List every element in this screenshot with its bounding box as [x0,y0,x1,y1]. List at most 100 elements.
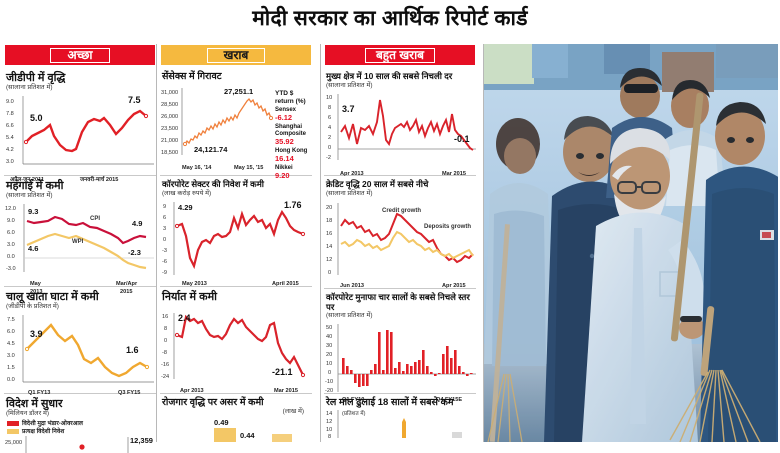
svg-text:-3.0: -3.0 [6,266,16,272]
profit-x-left: Q1 FY10 [342,397,364,403]
legend-label-fdi: प्रत्यक्ष विदेशी निवेश [22,429,65,435]
svg-text:-10: -10 [325,379,333,385]
chart-corpinv-subtitle: (लाख करोड़ रुपये में) [162,189,212,197]
svg-text:30: 30 [326,343,332,349]
svg-text:50: 50 [326,325,332,331]
legend-row-fdi: प्रत्यक्ष विदेशी निवेश [7,427,156,435]
column-verybad: बहुत खराब मुख्य क्षेत्र में 10 साल की सब… [322,44,478,444]
chart-forex-legend: विदेशी मुद्रा भंडार-ओवरआल प्रत्यक्ष विदे… [4,418,156,435]
ytd-value-hongkong: 16.14 [275,154,294,163]
core-start-value: 3.7 [342,104,355,114]
gdp-end-value: 7.5 [128,95,141,105]
cpi-start-value: 9.3 [28,207,38,216]
svg-text:12: 12 [326,419,332,425]
divider-col3-photo [483,44,484,442]
chart-forex-plot: 25,000 12,359 [4,435,156,453]
corpinv-x-right: April 2015 [272,281,299,287]
column-good: अच्छा जीडीपी में वृद्धि (सालाना प्रतिशत … [2,44,158,453]
svg-text:4.2: 4.2 [6,147,14,153]
sensex-low-value: 24,121.74 [194,145,228,154]
chart-gdp-growth: जीडीपी में वृद्धि (सालाना प्रतिशत में) 9… [4,70,156,183]
profit-x-right: Q4 FY15E [436,397,462,403]
svg-text:3.0: 3.0 [6,159,14,165]
ytd-return-panel: YTD $ return (%) Sensex -6.12 Shanghai C… [275,90,311,180]
svg-text:10: 10 [326,95,332,101]
svg-text:9.0: 9.0 [6,99,14,105]
series-label-deposits-growth: Deposits growth [424,224,471,230]
svg-text:-3: -3 [162,248,167,254]
svg-text:0: 0 [163,237,166,243]
svg-text:0: 0 [328,270,331,276]
svg-text:4.5: 4.5 [7,341,15,347]
series-label-cpi: CPI [90,216,100,222]
svg-text:-24: -24 [161,374,169,380]
chart-core-subtitle: (सालाना प्रतिशत में) [326,81,373,89]
cad-x-left: Q1 FY13 [28,390,50,396]
forex-y-top: 25,000 [5,440,22,446]
chart-inflation-plot: 12.0 9.0 6.0 3.0 0.0 -3.0 9.3 4.6 4.9 -2… [4,200,156,296]
chart-core-plot: 10 8 6 4 2 0 -2 3.7 -0.1 Apr 2013 Mar 20… [324,90,476,178]
svg-text:28,500: 28,500 [161,102,178,108]
chart-inflation-subtitle: (सालाना प्रतिशत में) [6,192,53,199]
exports-x-left: Apr 2013 [180,388,204,394]
svg-text:-20: -20 [325,388,333,394]
svg-text:-2: -2 [326,155,331,161]
svg-text:14: 14 [326,411,332,417]
legend-swatch-red [7,420,19,426]
sensex-high-value: 27,251.1 [224,87,253,96]
chart-gdp-growth-title: जीडीपी में वृद्धि [6,72,66,84]
svg-text:20: 20 [326,205,332,211]
core-end-value: -0.1 [454,134,470,144]
legend-label-forex: विदेशी मुद्रा भंडार-ओवरआल [22,421,83,427]
divider-col1-col2 [156,44,157,442]
ytd-value-nikkei: 9.20 [275,171,290,180]
svg-text:2013: 2013 [30,289,42,295]
svg-text:40: 40 [326,334,332,340]
ribbon-verybad: बहुत खराब [324,44,476,66]
svg-text:8: 8 [328,434,331,438]
chart-employment-title: रोजगार वृद्धि पर असर में कमी [162,397,264,408]
svg-text:2: 2 [328,135,331,141]
svg-text:10: 10 [326,361,332,367]
ytd-value-shanghai: 35.92 [275,137,294,146]
sensex-x-left: May 16, '14 [182,165,212,171]
cad-start-value: 3.9 [30,329,43,339]
svg-text:18,500: 18,500 [161,150,178,156]
chart-gdp-growth-plot: 9.0 7.8 6.6 5.4 4.2 3.0 5.0 7.5 अप्रैल-ज… [4,92,156,184]
page-title: मोदी सरकार का आर्थिक रिपोर्ट कार्ड [252,7,528,30]
rail-subtitle-inline: (प्रतिशत में) [342,409,366,417]
column-bad: खराब सेंसेक्स में गिरावट YTD $ return (%… [158,44,314,444]
chart-corpinv-plot: 9 6 3 0 -3 -6 -9 4.29 1.76 May 2013 Ap [160,198,312,288]
ytd-value-sensex: -6.12 [275,113,293,122]
chart-profit-title: कॉरपोरेट मुनाफा चार सालों के सबसे निचले … [326,292,470,312]
chart-profit-plot: 50 40 30 20 10 0 -10 -20 [324,320,476,404]
chart-credit-subtitle: (सालाना प्रतिशत में) [326,189,373,197]
svg-text:8: 8 [328,105,331,111]
svg-text:16: 16 [162,314,168,320]
chart-sensex-title: सेंसेक्स में गिरावट [162,71,222,82]
svg-text:14: 14 [326,244,332,250]
core-x-right: Mar 2015 [442,171,466,177]
gdp-start-value: 5.0 [30,113,43,123]
chart-forex-subtitle: (मिलियन डॉलर में) [6,410,50,417]
chart-credit-deposit: क्रेडिट वृद्धि 20 साल में सबसे नीचे (साल… [324,178,476,289]
chart-sensex: सेंसेक्स में गिरावट YTD $ return (%) Sen… [160,70,312,180]
chart-current-account-deficit: चालू खाता घाटा में कमी (जीडीपी के प्रतिश… [4,289,156,396]
corpinv-end-value: 1.76 [284,200,302,210]
svg-text:16: 16 [326,231,332,237]
inflation-x-left: May [30,281,42,287]
svg-text:18: 18 [326,218,332,224]
ytd-name-nikkei: Nikkei [275,165,293,171]
svg-text:0: 0 [328,145,331,151]
chart-core-title: मुख्य क्षेत्र में 10 साल की सबसे निचली द… [326,71,453,81]
svg-text:20: 20 [326,352,332,358]
svg-text:2015: 2015 [120,289,132,295]
svg-text:-16: -16 [161,362,169,368]
svg-text:0.0: 0.0 [7,377,15,383]
sensex-x-right: May 15, '15 [234,165,263,171]
svg-text:6: 6 [163,215,166,221]
svg-text:3.0: 3.0 [7,353,15,359]
svg-text:6: 6 [328,115,331,121]
chart-exports-fall: निर्यात में कमी 16 8 0 -8 -16 -24 2.4 -2… [160,289,312,394]
